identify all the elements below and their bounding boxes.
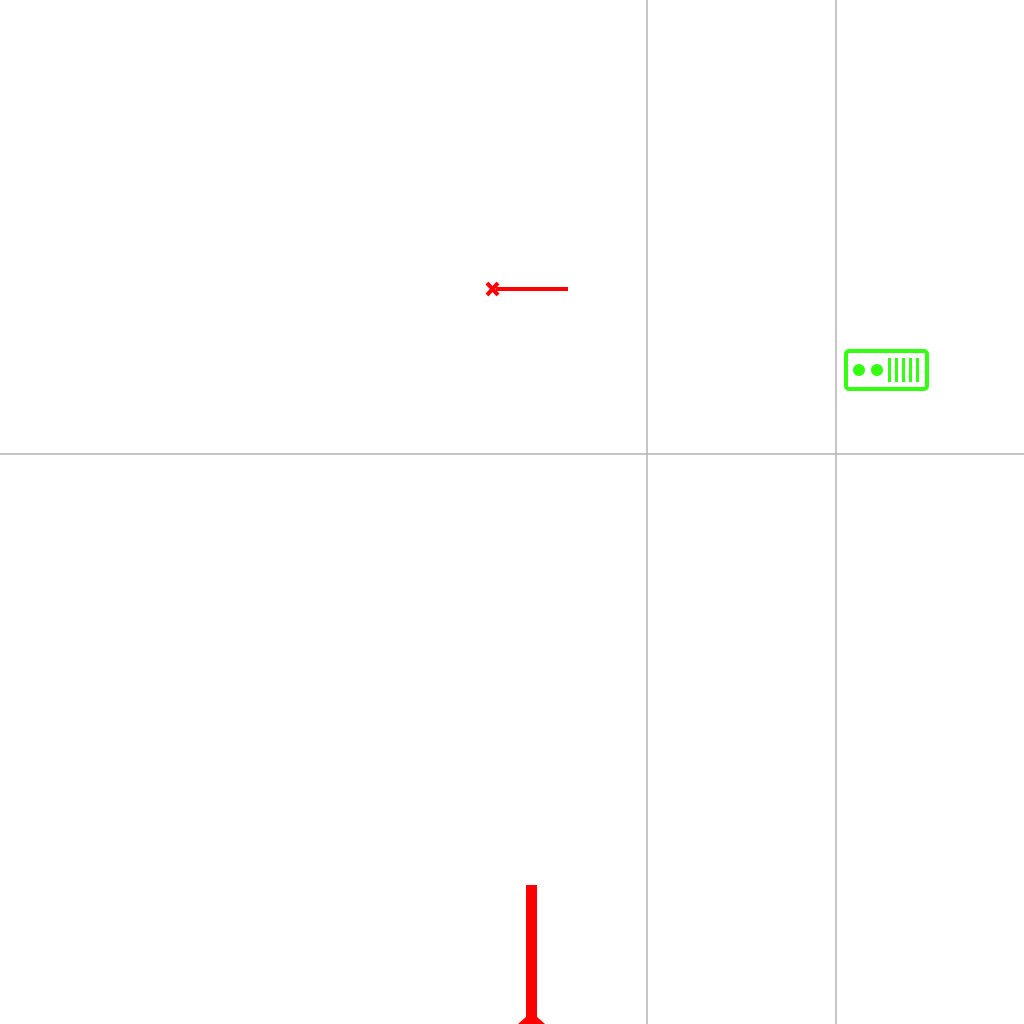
signal-lamp-1 (853, 364, 865, 376)
pole-shaft (526, 885, 537, 1024)
signal-bar-4 (909, 358, 912, 382)
pole-base-diamond (518, 1012, 545, 1024)
signal-bar-1 (888, 358, 891, 382)
signal-bar-2 (895, 358, 898, 382)
signal-box-icon (844, 349, 929, 391)
signal-box-outline (844, 349, 929, 391)
cross-stroke-b (485, 281, 500, 297)
red-vertical-pole-symbol (518, 885, 545, 1024)
green-signal-device-symbol (844, 349, 929, 391)
cross-with-line-icon (485, 281, 568, 297)
signal-lamp-2 (871, 364, 883, 376)
signal-bar-5 (916, 358, 919, 382)
signal-bar-3 (902, 358, 905, 382)
pole-with-diamond-base-icon (518, 885, 545, 1024)
red-cross-line-symbol (485, 281, 568, 297)
